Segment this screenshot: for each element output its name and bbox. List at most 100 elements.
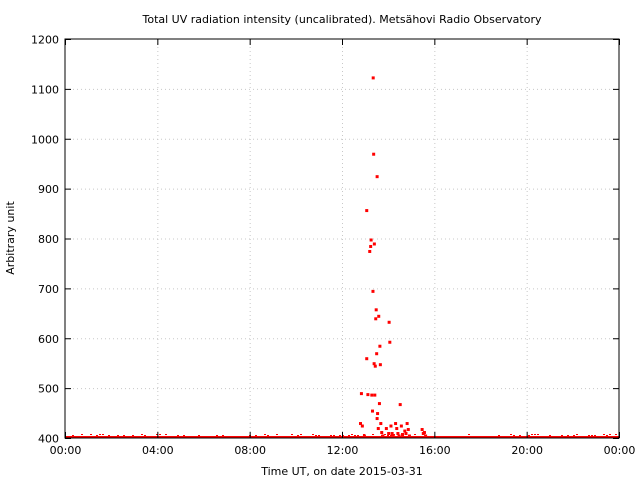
data-point [389, 424, 393, 428]
baseline-point [513, 435, 515, 436]
data-point [391, 434, 395, 438]
baseline-point [588, 435, 590, 436]
data-point [373, 393, 377, 397]
data-point [365, 357, 369, 361]
baseline-point [144, 435, 146, 436]
data-point [397, 434, 401, 438]
baseline-point [549, 435, 551, 436]
baseline-point [267, 435, 269, 436]
data-point [374, 308, 378, 312]
baseline-point [390, 435, 392, 436]
data-point [377, 314, 381, 318]
x-tick-label: 12:00 [327, 444, 359, 457]
y-tick-label: 1100 [31, 83, 59, 96]
baseline-point [216, 435, 218, 436]
data-point [406, 428, 410, 432]
y-tick-label: 400 [38, 433, 59, 446]
x-axis-label: Time UT, on date 2015-03-31 [260, 465, 423, 478]
data-point [373, 364, 377, 368]
data-point [368, 249, 372, 253]
data-point [387, 320, 391, 324]
y-tick-label: 600 [38, 333, 59, 346]
chart-title: Total UV radiation intensity (uncalibrat… [142, 13, 542, 26]
baseline-point [594, 435, 596, 436]
data-point [407, 434, 411, 438]
y-tick-label: 1000 [31, 133, 59, 146]
x-tick-label: 08:00 [234, 444, 266, 457]
baseline-point [519, 435, 521, 436]
baseline-point [354, 435, 356, 436]
data-point [359, 392, 363, 396]
baseline-point [315, 435, 317, 436]
data-point [379, 422, 383, 426]
baseline-point [534, 434, 536, 435]
baseline-point [117, 435, 119, 436]
data-point [369, 244, 373, 248]
x-axis-ticks: 00:00 04:00 08:00 12:00 16:00 20:00 00:00 [50, 39, 636, 457]
y-tick-label: 500 [38, 383, 59, 396]
baseline-point [393, 434, 395, 435]
data-point [372, 362, 376, 366]
data-point [376, 412, 380, 416]
baseline-point [123, 435, 125, 436]
baseline-point [81, 434, 83, 435]
y-tick-label: 900 [38, 183, 59, 196]
data-point [360, 424, 364, 428]
data-point [399, 424, 403, 428]
baseline-point [198, 435, 200, 436]
baseline-point [498, 435, 500, 436]
data-points [359, 76, 428, 438]
data-point [403, 429, 407, 433]
data-point [390, 432, 394, 436]
x-tick-label: 00:00 [50, 444, 82, 457]
baseline-point [615, 434, 617, 435]
baseline-point [603, 434, 605, 435]
baseline-point [372, 434, 374, 435]
baseline-point [573, 435, 575, 436]
data-point [365, 209, 369, 213]
baseline-point [357, 435, 359, 436]
baseline-point [165, 434, 167, 435]
data-point [371, 289, 375, 293]
baseline-point [102, 434, 104, 435]
data-point [372, 242, 376, 246]
data-point [405, 422, 409, 426]
baseline-point [72, 435, 74, 436]
baseline-point [90, 434, 92, 435]
x-tick-label: 00:00 [604, 444, 636, 457]
baseline-point [468, 434, 470, 435]
data-point [359, 422, 363, 426]
data-point [378, 363, 382, 367]
baseline-point [312, 434, 314, 435]
baseline-point [591, 435, 593, 436]
baseline-point [330, 435, 332, 436]
baseline-point [300, 434, 302, 435]
baseline-point [567, 435, 569, 436]
baseline-point [99, 434, 101, 435]
baseline-point [510, 434, 512, 435]
baseline-point [291, 434, 293, 435]
baseline-point [384, 434, 386, 435]
baseline-point [576, 434, 578, 435]
baseline-point [96, 435, 98, 436]
baseline-point [177, 435, 179, 436]
data-point [366, 393, 370, 397]
baseline-point [183, 435, 185, 436]
baseline-point [561, 435, 563, 436]
y-tick-label: 1200 [31, 34, 59, 47]
baseline-point [387, 435, 389, 436]
baseline-point [156, 434, 158, 435]
baseline-point [159, 434, 161, 435]
baseline-point [609, 434, 611, 435]
data-point [377, 402, 381, 406]
baseline-point [414, 434, 416, 435]
data-point [398, 403, 402, 407]
data-point [387, 432, 391, 436]
baseline-point [264, 434, 266, 435]
data-point [372, 152, 376, 156]
data-point [381, 434, 385, 438]
baseline-point [606, 435, 608, 436]
data-point [371, 76, 375, 80]
baseline-point [318, 435, 320, 436]
